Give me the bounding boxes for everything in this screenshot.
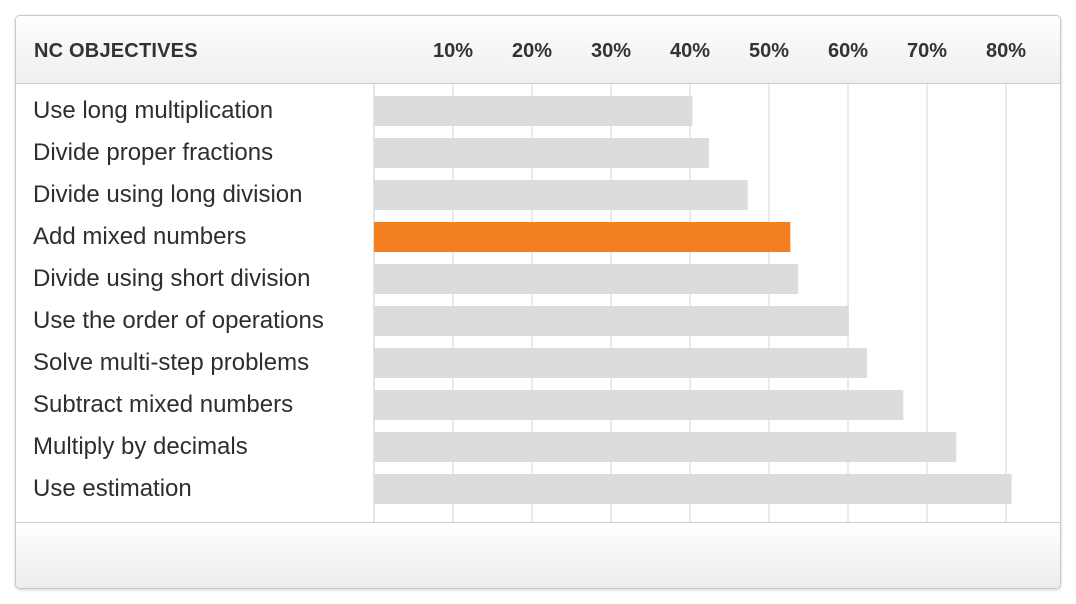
x-tick-label: 40%	[669, 40, 711, 62]
chart-header: NC OBJECTIVES 10% 20% 30% 40% 50% 60% 70% 80%	[16, 16, 1060, 84]
x-tick-label: 10%	[432, 40, 474, 62]
x-tick-label: 20%	[511, 40, 553, 62]
category-label: Divide proper fractions	[33, 139, 274, 166]
category-label: Use long multiplication	[33, 97, 274, 124]
chart-footer	[16, 522, 1060, 588]
x-tick-label: 80%	[985, 40, 1027, 62]
category-label: Multiply by decimals	[33, 433, 248, 460]
category-label: Solve multi-step problems	[33, 349, 310, 376]
bar	[374, 390, 904, 420]
x-tick-label: 70%	[906, 40, 948, 62]
x-tick-label: 30%	[590, 40, 632, 62]
bar	[374, 432, 957, 462]
bar-highlighted	[374, 222, 791, 252]
x-tick-label: 50%	[748, 40, 790, 62]
chart-panel: NC OBJECTIVES 10% 20% 30% 40% 50% 60% 70% 80% U…	[15, 15, 1061, 589]
x-tick-label: 60%	[827, 40, 869, 62]
category-label: Use estimation	[33, 475, 192, 502]
bar	[374, 474, 1012, 504]
category-label: Divide using long division	[33, 181, 303, 208]
bar	[374, 180, 748, 210]
bar	[374, 306, 849, 336]
category-label: Add mixed numbers	[33, 223, 247, 250]
category-label: Subtract mixed numbers	[33, 391, 294, 418]
bar-plot	[373, 84, 1012, 522]
category-label: Use the order of operations	[33, 307, 324, 334]
category-label: Divide using short division	[33, 265, 311, 292]
chart-body: Use long multiplication Divide proper fra…	[16, 84, 1060, 522]
bar	[374, 96, 693, 126]
bar	[374, 348, 867, 378]
chart-header-title: NC OBJECTIVES	[34, 40, 198, 62]
bar	[374, 264, 799, 294]
bar	[374, 138, 709, 168]
